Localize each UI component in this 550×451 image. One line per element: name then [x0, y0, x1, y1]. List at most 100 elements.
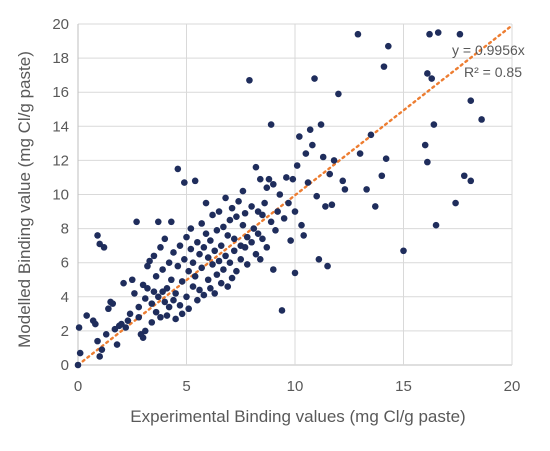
data-point — [183, 293, 190, 301]
data-point — [354, 30, 362, 38]
data-point — [144, 284, 151, 292]
data-point — [243, 233, 251, 241]
data-point — [324, 262, 331, 270]
data-point — [296, 133, 303, 140]
data-point — [313, 192, 321, 200]
data-point — [328, 201, 336, 209]
data-point — [243, 261, 251, 268]
data-point — [92, 320, 99, 328]
data-point — [233, 213, 240, 220]
data-point — [183, 233, 190, 241]
data-point — [194, 238, 201, 246]
data-point — [75, 324, 83, 331]
data-point — [105, 305, 112, 313]
data-point — [432, 221, 440, 229]
data-point — [135, 303, 143, 311]
data-point — [191, 177, 199, 185]
data-point — [165, 259, 173, 267]
data-point — [113, 341, 121, 348]
data-point — [172, 290, 179, 297]
data-point — [215, 257, 223, 265]
data-point — [152, 273, 160, 280]
data-point — [317, 121, 325, 128]
data-point — [146, 257, 153, 265]
y-tick-label: 0 — [61, 357, 69, 374]
data-point — [280, 215, 288, 222]
data-point — [181, 255, 188, 263]
data-point — [285, 199, 292, 207]
data-point — [191, 273, 199, 280]
y-tick-label: 6 — [61, 255, 69, 272]
data-point — [248, 203, 255, 210]
data-point — [148, 300, 156, 307]
data-point — [291, 269, 299, 277]
data-point — [311, 75, 318, 82]
data-point — [168, 218, 175, 226]
data-point — [109, 300, 117, 307]
data-point — [196, 286, 203, 294]
data-point — [133, 218, 140, 226]
data-point — [94, 337, 101, 345]
data-point — [211, 290, 219, 297]
data-point — [124, 317, 132, 324]
data-point — [161, 298, 169, 306]
data-point — [200, 291, 208, 299]
data-point — [150, 288, 158, 295]
data-point — [189, 283, 197, 290]
y-tick-label: 12 — [52, 152, 69, 169]
data-point — [259, 235, 266, 243]
data-point — [176, 302, 184, 309]
data-point — [230, 247, 238, 255]
data-point — [380, 63, 388, 70]
data-point — [100, 244, 108, 251]
data-point — [213, 271, 221, 278]
data-point — [287, 237, 294, 244]
data-point — [319, 153, 327, 161]
trendline-equation: y = 0.9956x — [452, 42, 525, 58]
data-point — [163, 312, 171, 319]
data-point — [356, 150, 364, 157]
data-point — [76, 349, 84, 357]
data-point — [382, 155, 390, 162]
data-point — [335, 90, 342, 98]
data-point — [272, 227, 279, 234]
data-point — [330, 157, 338, 164]
data-point — [217, 279, 225, 287]
data-point — [246, 76, 253, 84]
data-point — [159, 266, 166, 273]
data-point — [283, 174, 290, 181]
data-point — [178, 278, 186, 285]
data-point — [144, 262, 151, 270]
data-point — [426, 30, 433, 38]
data-point — [170, 249, 177, 256]
data-point — [222, 194, 229, 202]
data-point — [304, 179, 312, 186]
data-point — [309, 141, 316, 149]
data-point — [209, 261, 216, 268]
data-point — [256, 175, 264, 183]
data-point — [424, 158, 431, 166]
data-point — [150, 252, 158, 260]
data-point — [174, 165, 182, 173]
y-tick-label: 18 — [52, 50, 69, 67]
trendline-r2: R² = 0.85 — [464, 64, 522, 80]
data-point — [213, 227, 221, 234]
data-point — [226, 259, 234, 267]
data-point — [98, 346, 106, 353]
data-point — [185, 305, 192, 313]
data-point — [215, 208, 223, 215]
y-tick-label: 16 — [52, 84, 69, 101]
data-point — [259, 211, 266, 219]
data-point — [306, 126, 314, 134]
data-point — [367, 131, 375, 139]
data-point — [467, 177, 475, 185]
data-point — [217, 242, 225, 249]
data-point — [263, 244, 271, 251]
data-point — [341, 186, 349, 193]
data-point — [204, 254, 212, 261]
data-point — [209, 211, 216, 219]
data-point — [174, 262, 182, 270]
data-point — [276, 191, 284, 198]
data-point — [157, 244, 164, 251]
